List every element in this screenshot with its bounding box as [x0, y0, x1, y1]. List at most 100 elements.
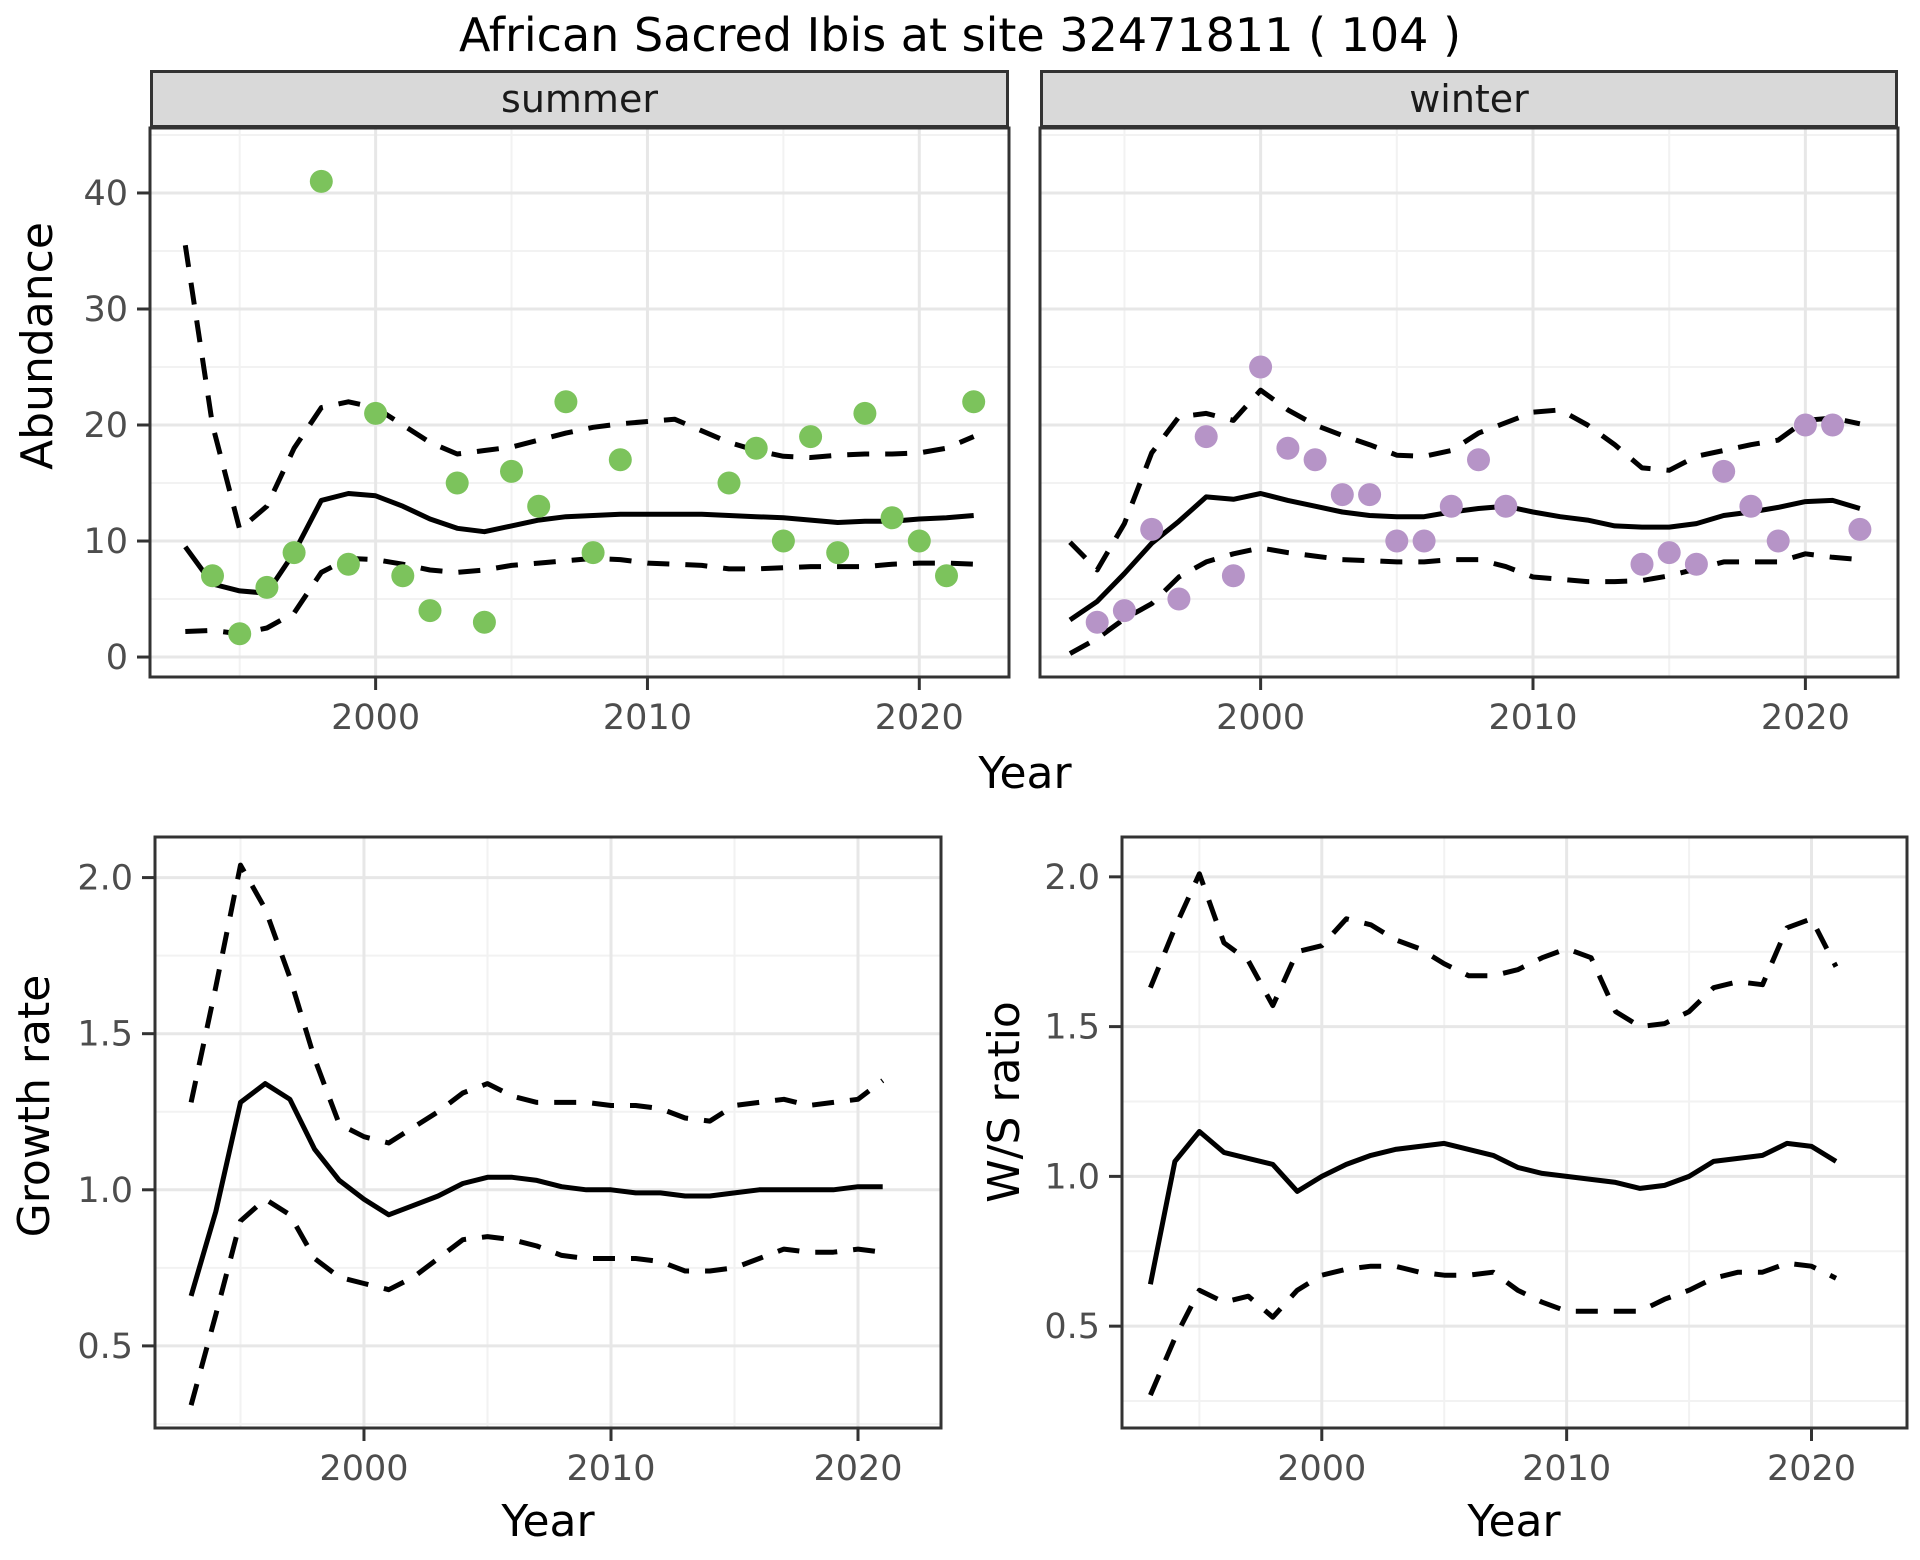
- x-tick-label: 2010: [603, 698, 692, 738]
- data-point: [1358, 483, 1382, 507]
- y-tick-label: 2.0: [77, 859, 133, 899]
- x-tick-label: 2000: [331, 698, 420, 738]
- y-tick-label: 1.0: [1044, 1157, 1100, 1197]
- data-point: [1848, 517, 1872, 541]
- data-point: [744, 436, 768, 460]
- ws-ratio-panel: 2000 2010 2020 0.5 1.0 1.5 2.0: [1044, 835, 1909, 1489]
- y-tick-label: 2.0: [1044, 858, 1100, 898]
- data-point: [228, 622, 252, 646]
- data-point: [1494, 494, 1518, 518]
- data-point: [1821, 413, 1845, 437]
- x-tick-label: 2010: [1488, 698, 1577, 738]
- data-point: [1112, 599, 1136, 623]
- x-axis-title-ws: Year: [1467, 1496, 1561, 1547]
- y-axis-title-growth-rate: Growth rate: [9, 974, 60, 1238]
- data-point: [1630, 552, 1654, 576]
- y-axis-title-ws-ratio: W/S ratio: [979, 1001, 1030, 1203]
- x-tick-label: 2010: [1522, 1449, 1611, 1489]
- data-point: [201, 564, 224, 588]
- facet-label-winter: winter: [1409, 77, 1529, 121]
- data-point: [500, 459, 523, 483]
- abundance-summer-mean-line: [183, 491, 974, 596]
- x-tick-label: 2020: [875, 698, 964, 738]
- data-point: [581, 541, 605, 565]
- data-point: [1167, 587, 1191, 611]
- y-tick-label: 20: [83, 406, 128, 446]
- x-tick-label: 2020: [1767, 1449, 1856, 1489]
- data-point: [608, 448, 632, 472]
- abundance-summer-panel: 2000 2010 2020 0 10 20 30 40: [83, 126, 1011, 738]
- data-point: [1657, 541, 1681, 565]
- data-point: [364, 401, 388, 425]
- x-tick-label: 2010: [566, 1449, 655, 1489]
- x-tick-label: 2020: [813, 1449, 902, 1489]
- data-point: [527, 494, 551, 518]
- data-point: [826, 541, 850, 565]
- y-tick-label: 0: [106, 638, 128, 678]
- data-point: [309, 169, 333, 193]
- y-tick-label: 1.5: [77, 1015, 133, 1055]
- data-point: [1276, 436, 1300, 460]
- growth-rate-ci-upper-line: [188, 862, 885, 1146]
- facet-label-summer: summer: [501, 77, 658, 121]
- data-point: [1412, 529, 1436, 553]
- data-point: [1712, 459, 1736, 483]
- x-tick-label: 2000: [319, 1449, 408, 1489]
- data-point: [1303, 448, 1327, 472]
- y-tick-label: 30: [83, 290, 128, 330]
- data-point: [472, 610, 496, 634]
- y-tick-label: 0.5: [1044, 1307, 1100, 1347]
- data-point: [282, 541, 306, 565]
- panel-border: [1120, 835, 1909, 1430]
- abundance-summer-ci-lower-line: [185, 555, 974, 637]
- plot-title: African Sacred Ibis at site 32471811 ( 1…: [458, 8, 1462, 62]
- data-point: [1221, 564, 1245, 588]
- data-point: [554, 390, 578, 414]
- data-point: [1085, 610, 1109, 634]
- x-tick-label: 2020: [1761, 698, 1850, 738]
- data-point: [880, 506, 904, 530]
- facet-strip-summer: summer: [150, 70, 1009, 128]
- data-point: [853, 401, 877, 425]
- panel-border: [1038, 126, 1900, 679]
- data-point: [1766, 529, 1790, 553]
- data-point: [255, 575, 279, 599]
- abundance-winter-ci-upper-line: [1068, 387, 1861, 573]
- data-point: [935, 564, 958, 588]
- ws-ratio-ci-upper-line: [1148, 871, 1839, 1030]
- growth-rate-ci-lower-line: [188, 1196, 884, 1406]
- x-tick-label: 2000: [1277, 1449, 1366, 1489]
- growth-rate-panel: 2000 2010 2020 0.5 1.0 1.5 2.0: [77, 835, 943, 1489]
- panel-border: [153, 835, 943, 1430]
- y-tick-label: 0.5: [77, 1327, 133, 1367]
- abundance-winter-mean-line: [1068, 491, 1861, 622]
- data-point: [418, 599, 442, 623]
- abundance-summer-ci-upper-line: [182, 244, 975, 532]
- panel-border: [148, 126, 1011, 679]
- data-point: [717, 471, 741, 495]
- data-point: [1140, 517, 1164, 541]
- data-point: [1249, 355, 1273, 379]
- abundance-winter-panel: 2000 2010 2020: [1038, 126, 1900, 738]
- data-point: [445, 471, 469, 495]
- ws-ratio-mean-line: [1147, 1129, 1838, 1285]
- abundance-winter-ci-lower-line: [1068, 545, 1861, 656]
- data-point: [1739, 494, 1763, 518]
- x-axis-title-top: Year: [978, 748, 1072, 799]
- ws-ratio-ci-lower-line: [1148, 1260, 1838, 1397]
- data-point: [1793, 413, 1817, 437]
- facet-strip-winter: winter: [1040, 70, 1898, 128]
- data-point: [1330, 483, 1354, 507]
- y-tick-label: 10: [83, 522, 128, 562]
- data-point: [1439, 494, 1463, 518]
- data-point: [1194, 425, 1218, 449]
- data-point: [1467, 448, 1490, 472]
- data-point: [962, 390, 986, 414]
- data-point: [1385, 529, 1409, 553]
- data-point: [799, 425, 823, 449]
- data-point: [771, 529, 795, 553]
- y-tick-label: 1.5: [1044, 1008, 1100, 1048]
- data-point: [1684, 552, 1708, 576]
